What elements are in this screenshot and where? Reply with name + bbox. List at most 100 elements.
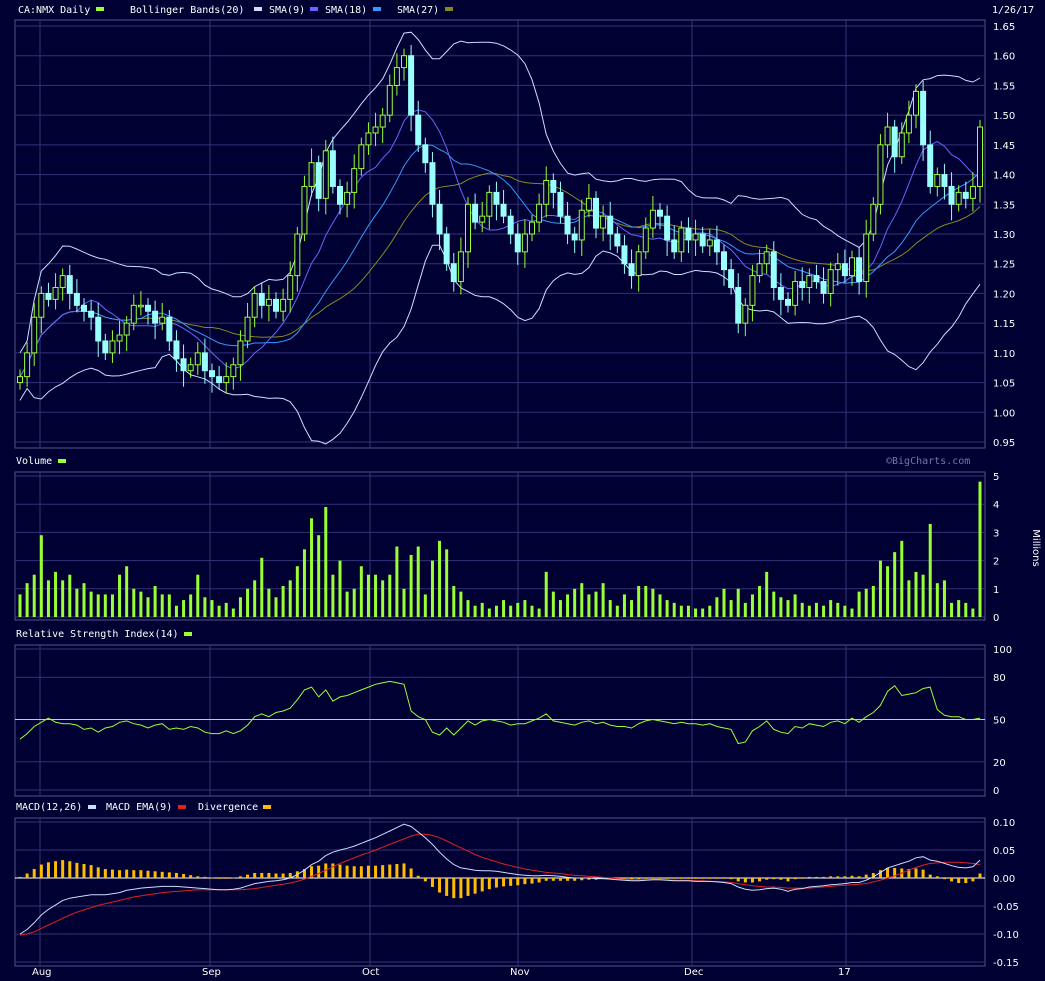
- candle-body: [948, 185, 955, 205]
- volume-bar: [445, 549, 449, 617]
- candle-body: [294, 233, 301, 277]
- candle-body: [507, 215, 514, 235]
- macd-tick-label: -0.10: [993, 930, 1019, 941]
- divergence-bar: [196, 876, 200, 878]
- volume-bar: [281, 585, 285, 617]
- divergence-bar: [836, 876, 840, 878]
- divergence-bar: [32, 869, 36, 878]
- volume-bar: [573, 588, 577, 617]
- divergence-bar: [89, 865, 93, 878]
- volume-bar: [779, 597, 783, 617]
- volume-bar: [523, 600, 527, 617]
- candle-body: [877, 144, 884, 205]
- volume-bar: [942, 580, 946, 617]
- volume-bar: [160, 594, 164, 617]
- volume-bar: [267, 588, 271, 617]
- divergence-bar: [928, 874, 932, 878]
- candle-body: [59, 275, 66, 288]
- volume-bar: [814, 602, 818, 617]
- volume-bar: [622, 594, 626, 617]
- candle-body: [820, 281, 827, 294]
- candle-body: [863, 233, 870, 283]
- volume-bar: [544, 571, 548, 617]
- divergence-bar: [822, 876, 826, 878]
- divergence-bar: [310, 866, 314, 878]
- volume-bar: [338, 560, 342, 617]
- candle-body: [472, 203, 479, 223]
- volume-bar: [843, 605, 847, 617]
- price-tick-label: 1.00: [993, 408, 1015, 419]
- divergence-bar: [715, 878, 719, 879]
- chart-date: 1/26/17: [992, 5, 1034, 16]
- volume-bar: [302, 549, 306, 617]
- divergence-bar: [388, 864, 392, 878]
- divergence-bar: [857, 876, 861, 878]
- divergence-bar: [331, 863, 335, 878]
- divergence-legend-swatch: [263, 805, 271, 809]
- price-tick-label: 1.55: [993, 81, 1015, 92]
- candle-body: [244, 316, 251, 342]
- candle-body: [678, 227, 685, 253]
- candle-body: [422, 144, 429, 164]
- candle-body: [358, 144, 365, 170]
- divergence-bar: [423, 878, 427, 882]
- volume-bar: [89, 591, 93, 617]
- volume-bar: [473, 605, 477, 617]
- divergence-bar: [686, 878, 690, 879]
- volume-bar: [864, 588, 868, 617]
- candle-body: [898, 132, 905, 158]
- volume-bar: [82, 583, 86, 617]
- divergence-bar: [381, 865, 385, 878]
- candle-body: [642, 227, 649, 253]
- divergence-bar: [167, 872, 171, 878]
- divergence-bar: [722, 878, 726, 879]
- volume-bar: [224, 602, 228, 617]
- volume-bar: [978, 481, 982, 617]
- divergence-bar: [68, 861, 72, 878]
- candle-body: [230, 364, 237, 378]
- volume-bar: [25, 583, 29, 617]
- candle-body: [109, 340, 116, 354]
- volume-bar: [466, 600, 470, 617]
- volume-tick-label: 3: [993, 528, 999, 539]
- divergence-bar: [665, 878, 669, 879]
- divergence-bar: [772, 878, 776, 880]
- candle-body: [785, 298, 791, 306]
- divergence-bar: [587, 878, 591, 880]
- divergence-bar: [957, 878, 961, 884]
- volume-bar: [907, 580, 911, 617]
- volume-bar: [786, 600, 790, 617]
- candle-body: [649, 209, 656, 229]
- candle-body: [969, 185, 976, 199]
- divergence-bar: [736, 878, 740, 882]
- volume-bar: [381, 580, 385, 617]
- volume-bar: [715, 597, 719, 617]
- candle-body: [721, 251, 727, 271]
- volume-bar: [921, 574, 925, 617]
- candle-body: [123, 322, 130, 336]
- watermark: ©BigCharts.com: [886, 456, 970, 467]
- candle-body: [280, 298, 287, 312]
- macd-legend-swatch: [88, 805, 96, 809]
- divergence-bar: [54, 861, 58, 878]
- divergence-bar: [445, 878, 449, 896]
- macd-tick-label: -0.15: [993, 958, 1019, 969]
- divergence-bar: [25, 873, 29, 878]
- volume-label: Volume: [16, 456, 52, 467]
- divergence-bar: [829, 876, 833, 878]
- volume-legend-swatch: [58, 459, 66, 463]
- volume-bar: [971, 608, 975, 617]
- volume-bar: [274, 597, 278, 617]
- price-tick-label: 1.40: [993, 171, 1015, 182]
- candle-body: [429, 162, 436, 205]
- candle-body: [977, 126, 983, 187]
- volume-bar: [18, 594, 22, 617]
- volume-bar: [416, 546, 420, 617]
- candle-body: [24, 352, 31, 378]
- volume-bar: [836, 602, 840, 617]
- candle-body: [52, 286, 59, 300]
- divergence-bar: [971, 878, 975, 882]
- volume-bar: [331, 574, 335, 617]
- divergence-bar: [374, 865, 378, 878]
- panel-frame: [14, 644, 986, 797]
